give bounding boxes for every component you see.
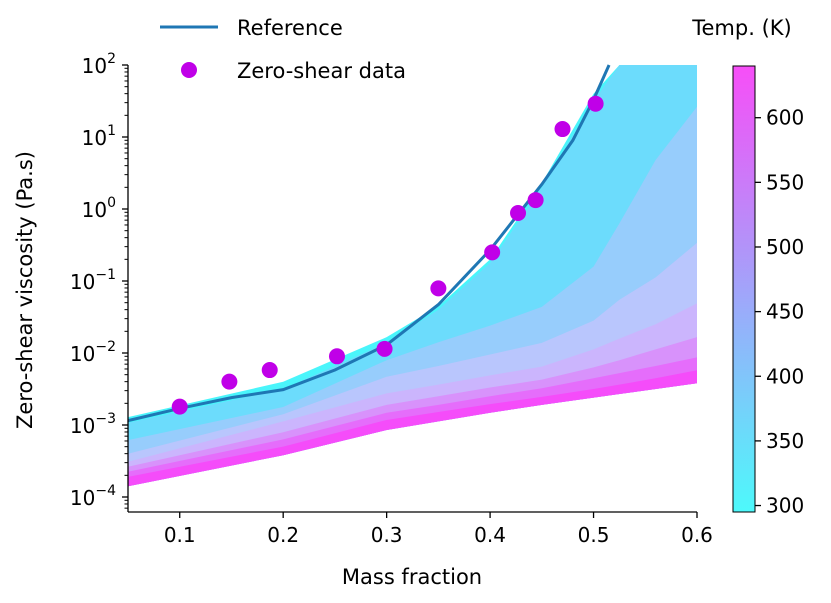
y-tick-label: 100	[82, 195, 116, 222]
legend-data-label: Zero-shear data	[237, 59, 406, 83]
data-point	[221, 373, 238, 390]
y-tick-label: 10−1	[70, 267, 116, 294]
series-layer	[127, 64, 611, 423]
y-tick-label: 10−4	[70, 483, 116, 510]
colorbar-tick-label: 550	[766, 170, 804, 194]
legend: Reference Zero-shear data	[160, 16, 406, 83]
data-point	[261, 362, 278, 379]
reference-line	[127, 64, 611, 423]
x-axis-label: Mass fraction	[342, 565, 482, 589]
contour-bands	[128, 65, 697, 487]
y-tick-label: 102	[82, 51, 116, 78]
y-tick-label: 10−3	[70, 411, 116, 438]
colorbar-tick-label: 450	[766, 300, 804, 324]
data-point	[554, 121, 571, 138]
data-point	[510, 204, 527, 221]
x-tick-label: 0.4	[474, 523, 506, 547]
y-tick-label: 10−2	[70, 339, 116, 366]
x-tick-label: 0.3	[371, 523, 403, 547]
data-point	[171, 398, 188, 415]
x-tick-label: 0.6	[681, 523, 713, 547]
colorbar-tick-label: 500	[766, 235, 804, 259]
data-point	[484, 244, 501, 261]
legend-data-marker	[181, 62, 197, 78]
x-tick-label: 0.2	[267, 523, 299, 547]
colorbar-tick-label: 600	[766, 106, 804, 130]
colorbar-tick-label: 350	[766, 429, 804, 453]
data-point	[587, 95, 604, 112]
colorbar: Temp. (K) 300 350 400 450 500 550 600	[691, 16, 804, 518]
data-point	[376, 340, 393, 357]
legend-reference-label: Reference	[237, 16, 343, 40]
x-tick-label: 0.5	[578, 523, 610, 547]
colorbar-tick-label: 400	[766, 364, 804, 388]
y-tick-label: 101	[82, 123, 116, 150]
y-axis-label: Zero-shear viscosity (Pa.s)	[13, 151, 37, 429]
colorbar-gradient	[732, 65, 756, 513]
contour-band-7	[128, 370, 697, 487]
data-point	[527, 192, 544, 209]
data-point	[328, 348, 345, 365]
data-point	[430, 280, 447, 297]
colorbar-title: Temp. (K)	[691, 16, 791, 40]
x-tick-label: 0.1	[164, 523, 196, 547]
colorbar-tick-label: 300	[766, 494, 804, 518]
axes: 0.1 0.2 0.3 0.4 0.5 0.6 10−4 10−3 10−2 10−1 100 101…	[70, 51, 713, 547]
